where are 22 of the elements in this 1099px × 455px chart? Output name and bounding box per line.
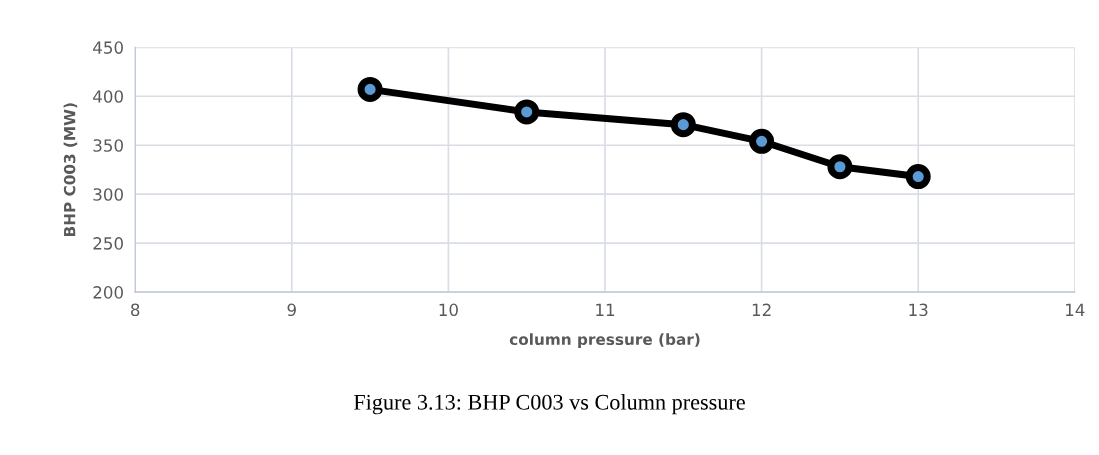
x-tick-label: 9	[287, 303, 296, 317]
x-tick-label: 10	[439, 303, 458, 317]
x-tick-label: 13	[909, 303, 928, 317]
y-tick-label: 300	[93, 188, 123, 201]
y-tick-label: 350	[93, 139, 123, 152]
x-tick-label: 14	[1066, 303, 1085, 316]
point	[670, 112, 696, 138]
x-axis-title: column pressure (bar)	[509, 333, 700, 349]
y-tick-label: 250	[93, 237, 123, 250]
y-axis-title: BHP C003 (MW)	[63, 103, 78, 237]
caption: Figure 3.13: BHP C003 vs Column pressure	[353, 394, 745, 415]
y-tick-label: 400	[93, 90, 123, 103]
point	[749, 128, 775, 154]
x-tick-label: 12	[752, 303, 771, 316]
point	[905, 164, 931, 190]
point	[827, 154, 853, 180]
y-tick-label: 450	[93, 41, 123, 54]
point	[514, 99, 540, 125]
point	[357, 76, 383, 102]
y-tick-label: 200	[93, 286, 123, 299]
x-tick-label: 11	[596, 303, 615, 316]
x-tick-label: 8	[131, 303, 140, 317]
